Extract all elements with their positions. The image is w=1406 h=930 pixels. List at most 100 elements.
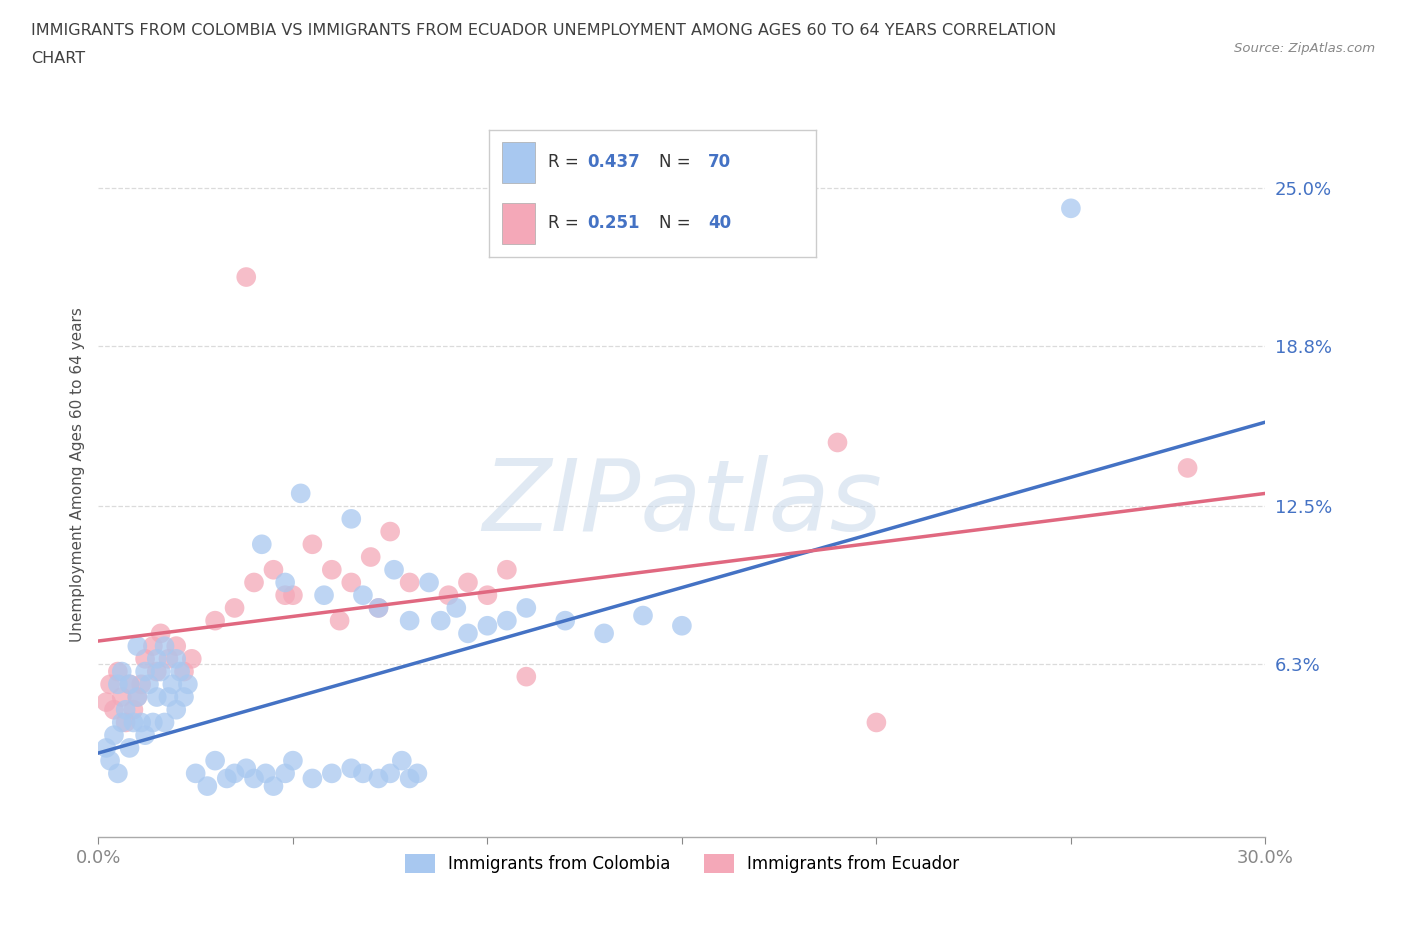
Point	[129, 715, 152, 730]
Point	[437, 588, 460, 603]
Point	[301, 771, 323, 786]
Point	[367, 771, 389, 786]
Point	[165, 651, 187, 666]
Point	[195, 778, 218, 793]
Point	[496, 563, 519, 578]
Point	[107, 664, 129, 679]
Point	[329, 613, 352, 628]
Point	[149, 664, 172, 679]
Point	[827, 435, 849, 450]
Point	[153, 639, 176, 654]
Point	[127, 689, 149, 704]
Text: Source: ZipAtlas.com: Source: ZipAtlas.com	[1234, 42, 1375, 55]
Point	[177, 677, 200, 692]
Point	[165, 702, 187, 717]
Point	[262, 778, 284, 793]
Point	[169, 664, 191, 679]
Point	[180, 651, 202, 666]
Point	[274, 766, 297, 781]
Point	[138, 677, 160, 692]
Point	[1177, 460, 1199, 475]
Point	[380, 525, 402, 539]
Point	[250, 537, 273, 551]
Point	[165, 639, 187, 654]
Point	[398, 613, 420, 628]
Point	[274, 575, 297, 590]
Point	[352, 766, 374, 781]
Point	[243, 771, 266, 786]
Point	[290, 486, 312, 501]
Point	[262, 563, 284, 578]
Point	[149, 626, 172, 641]
Point	[865, 715, 887, 730]
Point	[129, 677, 152, 692]
Point	[111, 664, 134, 679]
Point	[352, 588, 374, 603]
Point	[477, 588, 499, 603]
Point	[321, 563, 343, 578]
Point	[340, 575, 363, 590]
Point	[477, 618, 499, 633]
Point	[107, 766, 129, 781]
Point	[146, 664, 169, 679]
Point	[118, 677, 141, 692]
Point	[224, 601, 246, 616]
Point	[281, 588, 304, 603]
Point	[446, 601, 468, 616]
Point	[122, 715, 145, 730]
Point	[118, 677, 141, 692]
Point	[204, 753, 226, 768]
Point	[406, 766, 429, 781]
Point	[173, 664, 195, 679]
Point	[96, 695, 118, 710]
Text: IMMIGRANTS FROM COLOMBIA VS IMMIGRANTS FROM ECUADOR UNEMPLOYMENT AMONG AGES 60 T: IMMIGRANTS FROM COLOMBIA VS IMMIGRANTS F…	[31, 23, 1056, 38]
Point	[281, 753, 304, 768]
Point	[496, 613, 519, 628]
Point	[254, 766, 277, 781]
Point	[118, 740, 141, 755]
Point	[122, 702, 145, 717]
Point	[146, 651, 169, 666]
Text: ZIPatlas: ZIPatlas	[482, 455, 882, 551]
Point	[215, 771, 238, 786]
Point	[631, 608, 654, 623]
Point	[429, 613, 451, 628]
Point	[301, 537, 323, 551]
Point	[142, 715, 165, 730]
Point	[321, 766, 343, 781]
Point	[340, 512, 363, 526]
Point	[127, 639, 149, 654]
Point	[367, 601, 389, 616]
Point	[235, 761, 257, 776]
Point	[274, 588, 297, 603]
Point	[96, 740, 118, 755]
Point	[457, 626, 479, 641]
Point	[593, 626, 616, 641]
Y-axis label: Unemployment Among Ages 60 to 64 years: Unemployment Among Ages 60 to 64 years	[69, 307, 84, 642]
Point	[184, 766, 207, 781]
Point	[157, 651, 180, 666]
Legend: Immigrants from Colombia, Immigrants from Ecuador: Immigrants from Colombia, Immigrants fro…	[398, 847, 966, 880]
Point	[235, 270, 257, 285]
Point	[134, 664, 156, 679]
Point	[111, 689, 134, 704]
Point	[312, 588, 335, 603]
Point	[107, 677, 129, 692]
Point	[103, 702, 125, 717]
Point	[114, 702, 136, 717]
Point	[380, 766, 402, 781]
Point	[142, 639, 165, 654]
Point	[243, 575, 266, 590]
Point	[418, 575, 440, 590]
Point	[114, 715, 136, 730]
Point	[103, 728, 125, 743]
Point	[398, 575, 420, 590]
Point	[382, 563, 405, 578]
Point	[173, 689, 195, 704]
Point	[457, 575, 479, 590]
Point	[391, 753, 413, 768]
Point	[398, 771, 420, 786]
Point	[224, 766, 246, 781]
Text: CHART: CHART	[31, 51, 84, 66]
Point	[153, 715, 176, 730]
